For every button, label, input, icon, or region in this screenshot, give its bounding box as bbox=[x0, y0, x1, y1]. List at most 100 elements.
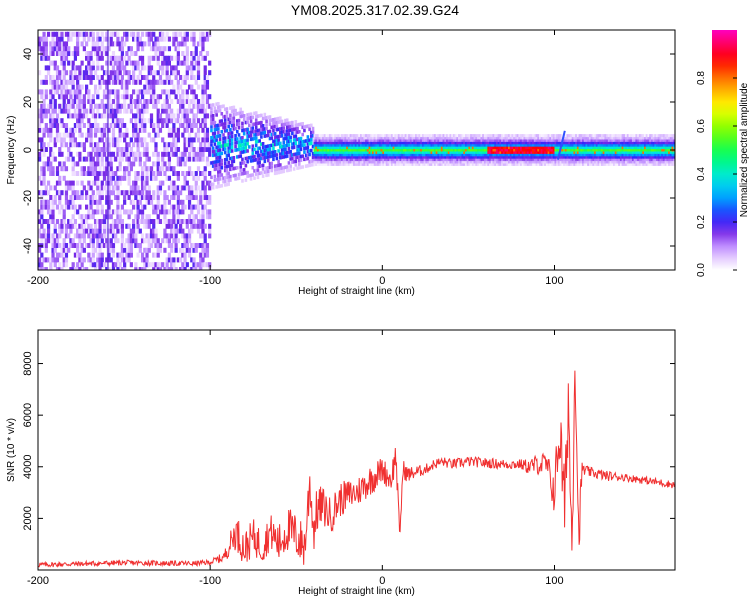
spectrogram-cell bbox=[235, 137, 239, 141]
spectrogram-cell bbox=[477, 155, 480, 159]
spectrogram-cell bbox=[489, 155, 492, 159]
spectrogram-cell bbox=[492, 162, 495, 166]
spectrogram-cell bbox=[170, 243, 174, 248]
spectrogram-cell bbox=[526, 134, 530, 138]
spectrogram-cell bbox=[456, 143, 459, 147]
spectrogram-cell bbox=[559, 162, 562, 166]
spectrogram-cell bbox=[526, 160, 530, 164]
spectrogram-cell bbox=[38, 262, 42, 268]
spectrogram-cell bbox=[201, 94, 205, 100]
spectrogram-cell bbox=[525, 150, 528, 154]
spectrogram-cell bbox=[100, 190, 104, 196]
spectrogram-cell bbox=[334, 158, 337, 162]
spectrogram-cell bbox=[230, 160, 234, 164]
spectrogram-cell bbox=[96, 41, 100, 47]
spectrogram-cell bbox=[597, 153, 600, 157]
spectrogram-cell bbox=[365, 136, 368, 140]
spectrogram-cell bbox=[161, 60, 165, 66]
spectrogram-cell bbox=[592, 141, 595, 145]
spectrogram-cell bbox=[163, 171, 167, 176]
spectrogram-cell bbox=[530, 141, 533, 145]
spectrogram-cell bbox=[217, 145, 220, 149]
spectrogram-cell bbox=[120, 233, 125, 239]
spectrogram-cell bbox=[535, 158, 538, 162]
spectrogram-cell bbox=[432, 150, 435, 154]
spectrogram-cell bbox=[409, 134, 413, 138]
spectrogram-cell bbox=[494, 141, 497, 145]
spectrogram-cell bbox=[454, 160, 457, 164]
spectrogram-cell bbox=[552, 136, 555, 140]
spectrogram-cell bbox=[514, 162, 518, 166]
spectrogram-cell bbox=[234, 166, 237, 170]
spectrogram-cell bbox=[592, 155, 595, 159]
spectrogram-cell bbox=[172, 180, 176, 186]
spectrogram-cell bbox=[96, 204, 100, 210]
spectrogram-cell bbox=[44, 51, 48, 56]
spectrogram-cell bbox=[156, 60, 160, 66]
spectrogram-cell bbox=[452, 158, 456, 162]
spectrogram-cell bbox=[557, 141, 561, 145]
spectrogram-cell bbox=[563, 162, 566, 166]
spectrogram-cell bbox=[111, 190, 116, 196]
spectrogram-cell bbox=[96, 36, 100, 42]
spectrogram-cell bbox=[530, 158, 533, 162]
spectrogram-cell bbox=[67, 46, 71, 52]
spectrogram-cell bbox=[55, 123, 60, 128]
spectrogram-cell bbox=[55, 127, 60, 133]
spectrogram-cell bbox=[145, 180, 149, 186]
spectrogram-cell bbox=[172, 142, 176, 148]
spectrogram-cell bbox=[220, 122, 224, 127]
spectrogram-cell bbox=[183, 142, 187, 148]
spectrogram-cell bbox=[232, 123, 236, 128]
spectrogram-cell bbox=[492, 143, 495, 147]
spectrogram-cell bbox=[578, 141, 581, 145]
spectrogram-cell bbox=[594, 158, 597, 162]
spectrogram-cell bbox=[508, 158, 511, 162]
spectrogram-cell bbox=[239, 136, 243, 140]
spectrogram-cell bbox=[256, 154, 260, 158]
spectrogram-cell bbox=[538, 155, 542, 159]
spectrogram-cell bbox=[71, 137, 75, 143]
spectrogram-cell bbox=[587, 155, 590, 159]
spectrogram-cell bbox=[385, 150, 388, 154]
spectrogram-cell bbox=[416, 148, 419, 152]
spectrogram-cell bbox=[120, 190, 125, 196]
spectrogram-cell bbox=[339, 160, 342, 164]
spectrogram-cell bbox=[535, 136, 538, 140]
spectrogram-cell bbox=[107, 228, 111, 234]
spectrogram-cell bbox=[96, 55, 100, 61]
spectrogram-cell bbox=[587, 158, 590, 162]
spectrogram-cell bbox=[597, 160, 600, 164]
spectrogram-cell bbox=[353, 155, 356, 159]
spectrogram-cell bbox=[397, 158, 401, 162]
spectrogram-cell bbox=[292, 145, 296, 150]
spectrogram-cell bbox=[111, 223, 116, 229]
spectrogram-cell bbox=[463, 134, 466, 138]
spectrogram-cell bbox=[85, 84, 89, 90]
spectrogram-cell bbox=[96, 75, 100, 80]
spectrogram-cell bbox=[287, 121, 291, 126]
spectrogram-cell bbox=[313, 146, 316, 150]
spectrogram-cell bbox=[62, 89, 66, 95]
spectrogram-cell bbox=[140, 55, 145, 61]
spectrogram-cell bbox=[497, 143, 500, 147]
spectrogram-cell bbox=[538, 160, 542, 164]
spectrogram-cell bbox=[152, 46, 156, 52]
spectrogram-cell bbox=[427, 148, 430, 152]
spectrogram-cell bbox=[69, 113, 73, 119]
spectrogram-cell bbox=[532, 155, 535, 159]
spectrogram-cell bbox=[409, 141, 413, 145]
spectrogram-cell bbox=[542, 162, 545, 166]
spectrogram-cell bbox=[356, 138, 359, 142]
spectrogram-cell bbox=[165, 31, 169, 37]
spectrogram-cell bbox=[315, 138, 318, 142]
spectrogram-cell bbox=[140, 94, 145, 100]
spectrogram-cell bbox=[254, 111, 258, 115]
spectrogram-cell bbox=[213, 142, 217, 146]
spectrogram-cell bbox=[513, 143, 516, 147]
spectrogram-cell bbox=[571, 160, 574, 164]
spectrogram-cell bbox=[384, 134, 387, 138]
spectrogram-cell bbox=[358, 158, 361, 162]
spectrogram-cell bbox=[490, 162, 493, 166]
spectrogram-cell bbox=[129, 166, 133, 172]
